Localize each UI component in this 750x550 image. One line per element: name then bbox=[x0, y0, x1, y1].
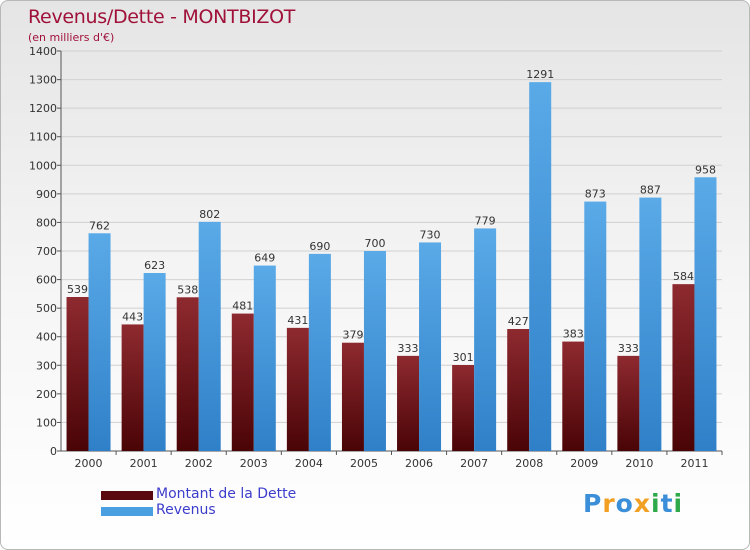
logo-letter: o bbox=[615, 489, 634, 518]
data-label: 779 bbox=[475, 214, 496, 227]
bar-dette bbox=[507, 329, 530, 451]
legend-swatch-revenus bbox=[101, 507, 153, 516]
y-tick-label: 300 bbox=[36, 359, 57, 372]
data-label: 443 bbox=[122, 310, 143, 323]
data-label: 649 bbox=[254, 252, 275, 265]
bar-dette bbox=[672, 284, 695, 451]
bar-revenus bbox=[198, 221, 221, 451]
x-axis: 2000 2001 2002 2003 2004 2005 2006 2007 2008 2009… bbox=[75, 451, 723, 470]
data-label: 700 bbox=[364, 237, 385, 250]
bar-revenus bbox=[88, 233, 111, 451]
y-tick-label: 200 bbox=[36, 388, 57, 401]
bar-revenus bbox=[694, 177, 717, 452]
logo-letter: x bbox=[633, 489, 651, 518]
data-label: 379 bbox=[342, 329, 363, 342]
y-tick-label: 900 bbox=[36, 188, 57, 201]
x-tick-label: 2000 bbox=[75, 457, 103, 470]
bar-revenus bbox=[143, 273, 166, 451]
x-tick-label: 2003 bbox=[240, 457, 268, 470]
y-tick-label: 0 bbox=[50, 445, 57, 458]
x-tick-label: 2004 bbox=[295, 457, 323, 470]
logo-letter: i bbox=[651, 489, 661, 518]
data-label: 623 bbox=[144, 259, 165, 272]
logo-letter: i bbox=[673, 489, 684, 518]
x-tick-label: 2006 bbox=[405, 457, 433, 470]
data-label: 873 bbox=[585, 188, 606, 201]
x-tick-label: 2005 bbox=[350, 457, 378, 470]
chart-title: Revenus/Dette - MONTBIZOT bbox=[28, 6, 296, 28]
bar-dette bbox=[66, 297, 89, 451]
bar-dette bbox=[176, 297, 199, 451]
data-label: 690 bbox=[309, 240, 330, 253]
y-tick-label: 500 bbox=[36, 302, 57, 315]
grid-lines bbox=[61, 50, 722, 452]
data-label: 887 bbox=[640, 184, 661, 197]
y-tick-label: 1300 bbox=[29, 74, 57, 87]
y-tick-label: 1200 bbox=[29, 102, 57, 115]
bar-dette bbox=[562, 341, 585, 451]
logo-letter: P bbox=[583, 489, 603, 518]
data-label: 427 bbox=[508, 315, 529, 328]
legend-swatch-dette bbox=[101, 491, 153, 500]
y-tick-label: 1100 bbox=[29, 131, 57, 144]
proxiti-logo: Proxiti bbox=[583, 489, 683, 518]
x-tick-label: 2011 bbox=[680, 457, 708, 470]
data-label: 539 bbox=[67, 283, 88, 296]
bar-revenus bbox=[639, 197, 662, 451]
logo-letter: t bbox=[660, 489, 674, 518]
chart-subtitle: (en milliers d'€) bbox=[28, 31, 115, 44]
y-tick-label: 800 bbox=[36, 216, 57, 229]
x-tick-label: 2009 bbox=[570, 457, 598, 470]
bar-dette bbox=[231, 313, 254, 451]
data-label: 538 bbox=[177, 283, 198, 296]
y-tick-label: 600 bbox=[36, 274, 57, 287]
bar-revenus bbox=[253, 265, 276, 451]
x-tick-label: 2007 bbox=[460, 457, 488, 470]
y-axis: 0 100 200 300 400 500 600 700 800 900 1000 1100 1200… bbox=[29, 45, 722, 458]
legend-label-revenus: Revenus bbox=[156, 502, 216, 518]
bar-dette bbox=[617, 355, 640, 451]
data-label: 301 bbox=[453, 351, 474, 364]
data-label: 762 bbox=[89, 219, 110, 232]
bar-dette bbox=[286, 327, 309, 451]
x-tick-label: 2008 bbox=[515, 457, 543, 470]
data-label: 383 bbox=[563, 328, 584, 341]
y-tick-label: 100 bbox=[36, 416, 57, 429]
y-tick-label: 1400 bbox=[29, 45, 57, 58]
bar-revenus bbox=[419, 242, 442, 451]
x-tick-label: 2001 bbox=[130, 457, 158, 470]
bar-dette bbox=[397, 355, 420, 451]
data-label: 333 bbox=[618, 342, 639, 355]
data-label: 333 bbox=[398, 342, 419, 355]
bar-dette bbox=[341, 342, 364, 451]
y-tick-label: 700 bbox=[36, 245, 57, 258]
data-label: 431 bbox=[287, 314, 308, 327]
x-tick-label: 2010 bbox=[625, 457, 653, 470]
data-label: 481 bbox=[232, 300, 253, 313]
bars: 539 762 443 623 538 802 481 649 431 690 379 700 333 7… bbox=[66, 68, 717, 452]
data-label: 1291 bbox=[526, 68, 554, 81]
y-tick-label: 1000 bbox=[29, 159, 57, 172]
bar-dette bbox=[121, 324, 144, 451]
bar-revenus bbox=[474, 228, 497, 451]
data-label: 730 bbox=[420, 228, 441, 241]
data-label: 802 bbox=[199, 208, 220, 221]
bar-revenus bbox=[363, 251, 386, 451]
data-label: 958 bbox=[695, 163, 716, 176]
bar-revenus bbox=[308, 253, 331, 451]
x-tick-label: 2002 bbox=[185, 457, 213, 470]
y-tick-label: 400 bbox=[36, 331, 57, 344]
bar-revenus bbox=[529, 82, 552, 452]
bar-revenus bbox=[584, 201, 607, 451]
data-label: 584 bbox=[673, 270, 694, 283]
legend-label-dette: Montant de la Dette bbox=[156, 486, 297, 502]
logo-letter: r bbox=[602, 489, 616, 518]
bar-dette bbox=[452, 365, 475, 451]
